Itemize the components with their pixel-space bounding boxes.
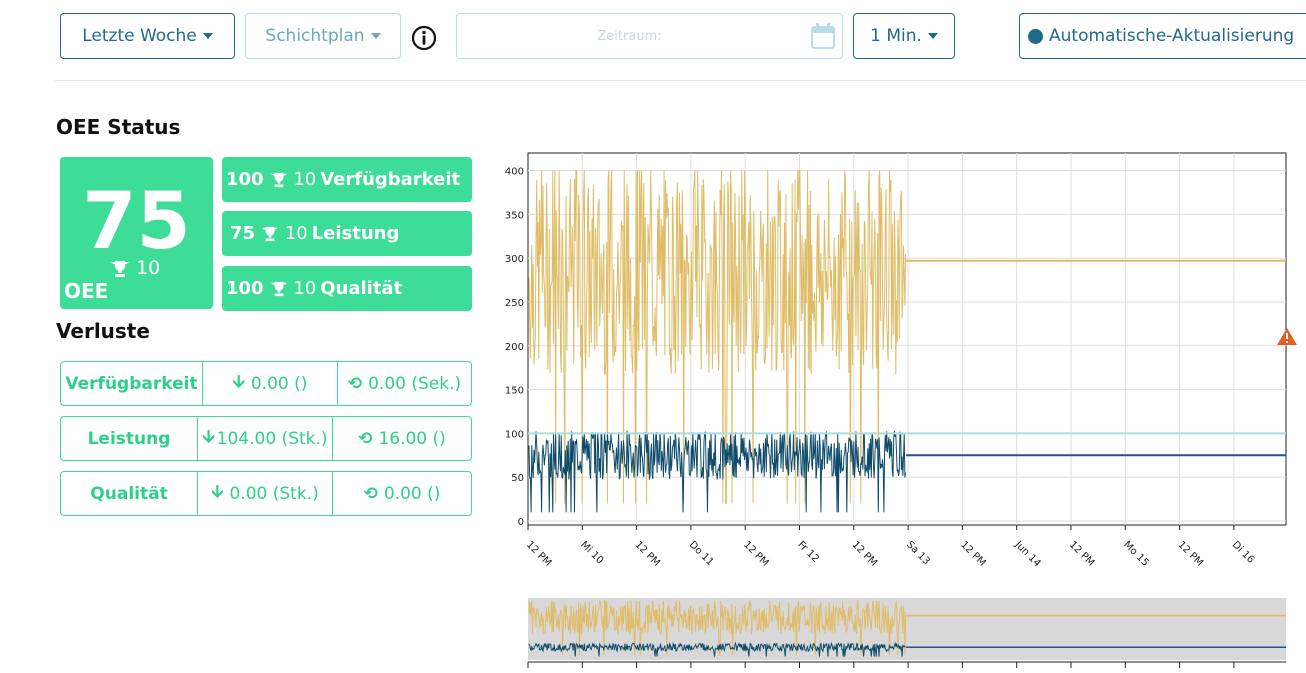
availability-tile[interactable]: 100 10 Verfügbarkeit [222, 157, 472, 202]
navigator-gold-line [528, 599, 907, 656]
x-tick-label: Di 16 [1230, 539, 1256, 565]
caret-down-icon [202, 33, 213, 39]
trophy-icon [270, 172, 287, 188]
x-tick-label: Mi 10 [578, 539, 605, 566]
interval-dropdown[interactable]: 1 Min. [853, 13, 955, 59]
y-tick-label: 250 [505, 298, 524, 309]
oee-target: 10 [110, 257, 160, 279]
date-range-input[interactable]: Zeitraum: [456, 13, 843, 59]
calendar-icon[interactable] [810, 22, 836, 50]
x-tick-label: Mo 15 [1121, 539, 1150, 568]
warning-dot [1286, 341, 1288, 343]
loss-row-label[interactable]: Qualität [60, 471, 198, 516]
status-dot-icon [1028, 28, 1043, 44]
loss-row-availability: Verfügbarkeit 🡫 0.00 () ⟲ 0.00 (Sek.) [60, 361, 472, 406]
oee-chart: 12 PM Mi 10 12 PM Do 11 12 PM Fr 12 12 PM Sa 13… [500, 150, 1306, 673]
x-tick-label: 12 PM [850, 539, 879, 568]
quality-target-value: 10 [293, 278, 317, 299]
x-tick-label: 12 PM [958, 539, 987, 568]
quality-value: 100 [226, 278, 264, 299]
arrow-down-icon: 🡫 [211, 482, 224, 502]
availability-label: Verfügbarkeit [320, 169, 461, 190]
x-tick-label: 12 PM [524, 539, 553, 568]
availability-target-value: 10 [293, 169, 317, 190]
loss-quantity-value: 104.00 (Stk.) [216, 428, 328, 449]
oee-chart-svg: 12 PM Mi 10 12 PM Do 11 12 PM Fr 12 12 PM Sa 13… [505, 152, 1297, 668]
history-icon: ⟲ [358, 428, 373, 449]
performance-target-value: 10 [284, 223, 308, 244]
warning-mark [1286, 333, 1288, 339]
oee-label: OEE [64, 279, 109, 303]
oee-value: 75 [82, 177, 191, 267]
loss-row-performance: Leistung 🡫 104.00 (Stk.) ⟲ 16.00 () [60, 416, 472, 461]
plan-dropdown-label: Schichtplan [265, 26, 365, 46]
loss-row-label[interactable]: Leistung [60, 416, 198, 461]
date-range-placeholder: Zeitraum: [597, 29, 662, 44]
arrow-down-icon: 🡫 [232, 372, 245, 392]
x-tick-label: Jun 14 [1012, 539, 1043, 570]
oee-status-title: OEE Status [56, 115, 181, 139]
loss-time-value: 0.00 (Sek.) [368, 373, 462, 394]
x-tick-label: 12 PM [632, 539, 661, 568]
auto-refresh-button[interactable]: Automatische-Aktualisierung [1019, 13, 1306, 59]
performance-target: 10 [261, 223, 308, 244]
performance-label: Leistung [311, 223, 400, 244]
quality-label: Qualität [320, 278, 403, 299]
oee-tile[interactable]: 75 10 OEE [60, 157, 213, 309]
history-icon: ⟲ [363, 483, 378, 504]
y-tick-label: 50 [511, 473, 524, 484]
x-tick-label: 12 PM [1067, 539, 1096, 568]
quality-target: 10 [270, 278, 317, 299]
availability-value: 100 [226, 169, 264, 190]
loss-time-cell[interactable]: ⟲ 0.00 (Sek.) [337, 361, 472, 406]
caret-down-icon [927, 33, 938, 39]
x-tick-label: 12 PM [741, 539, 770, 568]
losses-title: Verluste [56, 319, 150, 343]
x-tick-label: Fr 12 [795, 539, 820, 564]
loss-time-cell[interactable]: ⟲ 0.00 () [332, 471, 472, 516]
loss-quantity-cell[interactable]: 🡫 0.00 () [202, 361, 338, 406]
plan-dropdown[interactable]: Schichtplan [245, 13, 401, 59]
loss-quantity-value: 0.00 (Stk.) [229, 483, 319, 504]
trophy-icon [111, 260, 129, 277]
loss-time-cell[interactable]: ⟲ 16.00 () [332, 416, 472, 461]
availability-target: 10 [270, 169, 317, 190]
loss-row-label[interactable]: Verfügbarkeit [60, 361, 203, 406]
y-tick-label: 300 [505, 254, 524, 265]
interval-dropdown-label: 1 Min. [870, 26, 922, 46]
y-tick-label: 0 [518, 517, 524, 528]
loss-quantity-cell[interactable]: 🡫 0.00 (Stk.) [197, 471, 333, 516]
series-gold-line [528, 170, 907, 504]
x-tick-label: 12 PM [1175, 539, 1204, 568]
history-icon: ⟲ [347, 373, 363, 394]
y-tick-label: 200 [505, 342, 524, 353]
loss-time-value: 16.00 () [378, 428, 446, 449]
loss-time-value: 0.00 () [383, 483, 441, 504]
info-circle-icon[interactable] [411, 25, 437, 51]
trophy-icon [262, 226, 279, 242]
arrow-down-icon: 🡫 [202, 427, 215, 447]
performance-value: 75 [230, 223, 256, 244]
oee-target-value: 10 [136, 257, 161, 279]
toolbar-divider [55, 80, 1306, 81]
loss-row-quality: Qualität 🡫 0.00 (Stk.) ⟲ 0.00 () [60, 471, 472, 516]
x-tick-label: Sa 13 [904, 539, 932, 567]
navigator-navy-line [528, 641, 906, 657]
performance-tile[interactable]: 75 10 Leistung [222, 211, 472, 256]
x-tick-label: Do 11 [687, 539, 716, 568]
y-tick-label: 150 [505, 386, 524, 397]
quality-tile[interactable]: 100 10 Qualität [222, 266, 472, 311]
range-dropdown[interactable]: Letzte Woche [60, 13, 235, 59]
caret-down-icon [370, 33, 381, 39]
loss-quantity-cell[interactable]: 🡫 104.00 (Stk.) [197, 416, 333, 461]
auto-refresh-label: Automatische-Aktualisierung [1049, 26, 1295, 46]
y-tick-label: 350 [505, 210, 524, 221]
y-tick-label: 400 [505, 167, 524, 178]
trophy-icon [270, 281, 287, 297]
loss-quantity-value: 0.00 () [250, 373, 308, 394]
toolbar: Letzte Woche Schichtplan Zeitraum: 1 Min… [0, 0, 1306, 82]
range-dropdown-label: Letzte Woche [82, 26, 197, 46]
y-tick-label: 100 [505, 429, 524, 440]
